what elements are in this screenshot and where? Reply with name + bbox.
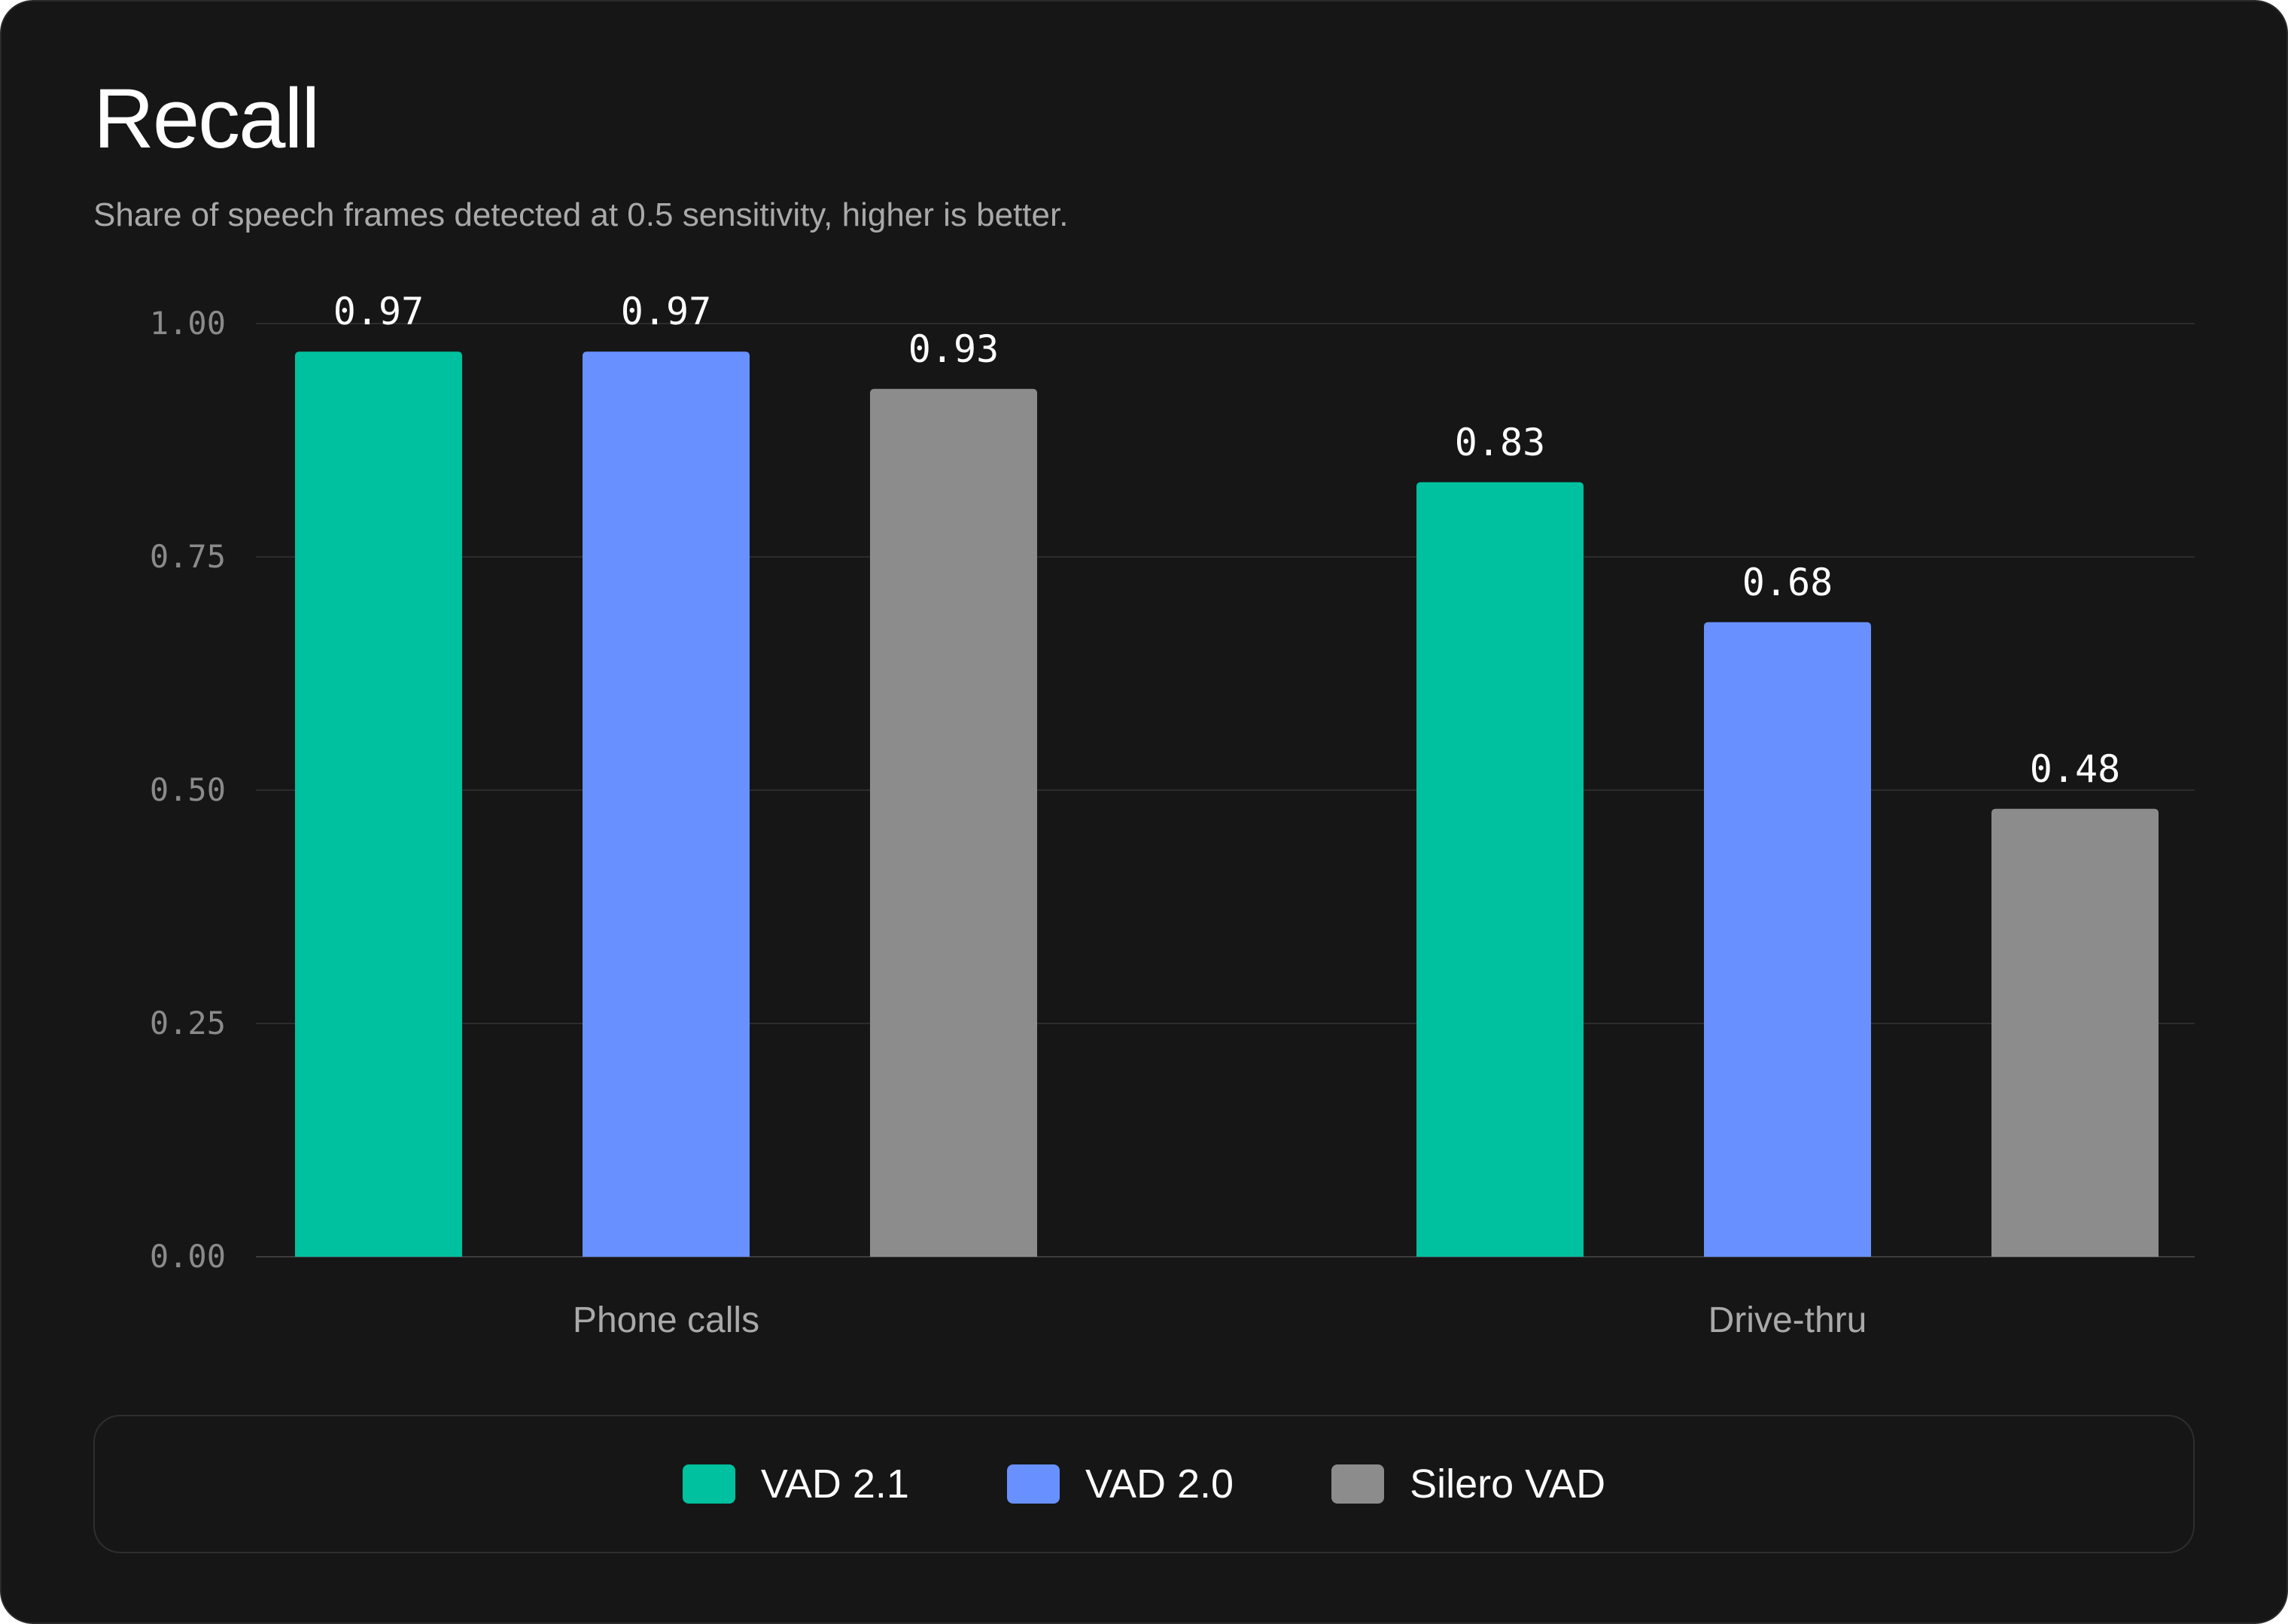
- bar-value-label: 0.93: [908, 327, 999, 371]
- y-axis-ticks: 0.00 0.25 0.50 0.75 1.00: [150, 305, 226, 1275]
- y-tick-label: 0.00: [150, 1238, 226, 1275]
- value-labels: 0.97 0.97 0.93 0.83 0.68 0.48: [333, 290, 2120, 791]
- legend-swatch: [1331, 1464, 1385, 1504]
- y-tick-label: 0.25: [150, 1005, 226, 1042]
- x-tick-label: Drive-thru: [1708, 1300, 1867, 1340]
- chart-title: Recall: [93, 71, 320, 166]
- gridlines: [256, 323, 2195, 1258]
- bar: [1991, 808, 2159, 1257]
- y-tick-label: 0.50: [150, 771, 226, 808]
- legend-item: Silero VAD: [1331, 1461, 1605, 1507]
- legend: VAD 2.1 VAD 2.0 Silero VAD: [93, 1415, 2195, 1553]
- legend-label: VAD 2.0: [1085, 1461, 1234, 1507]
- legend-swatch: [1006, 1464, 1060, 1504]
- bar: [870, 388, 1037, 1257]
- chart-subtitle: Share of speech frames detected at 0.5 s…: [93, 196, 1069, 233]
- bar: [295, 351, 462, 1258]
- x-tick-label: Phone calls: [573, 1300, 759, 1340]
- legend-item: VAD 2.0: [1006, 1461, 1234, 1507]
- bar-value-label: 0.68: [1742, 561, 1833, 604]
- bar-chart: 0.00 0.25 0.50 0.75 1.00 0.97 0.97 0.93 0.83 0.6…: [150, 290, 2195, 1340]
- y-tick-label: 0.75: [150, 538, 226, 575]
- y-tick-label: 1.00: [150, 305, 226, 342]
- bar: [1416, 482, 1584, 1257]
- legend-swatch: [682, 1464, 735, 1504]
- legend-item: VAD 2.1: [682, 1461, 909, 1507]
- legend-label: VAD 2.1: [760, 1461, 909, 1507]
- bar-value-label: 0.97: [621, 290, 711, 333]
- x-axis-ticks: Phone calls Drive-thru: [573, 1300, 1867, 1340]
- bar: [1704, 622, 1871, 1257]
- bar-value-label: 0.97: [333, 290, 424, 333]
- bar-value-label: 0.83: [1455, 421, 1545, 464]
- bars: [295, 351, 2159, 1258]
- bar: [583, 351, 750, 1258]
- bar-value-label: 0.48: [2030, 747, 2120, 791]
- legend-label: Silero VAD: [1410, 1461, 1606, 1507]
